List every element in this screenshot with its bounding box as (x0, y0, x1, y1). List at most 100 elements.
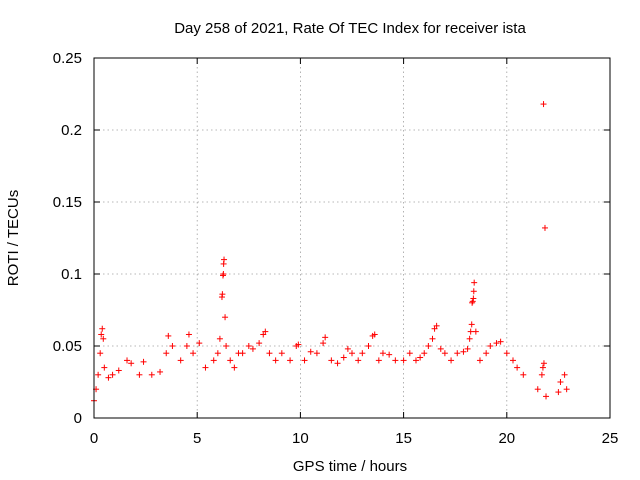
data-point (497, 338, 504, 345)
data-point (520, 371, 527, 378)
x-tick-label: 20 (498, 430, 515, 447)
data-point (454, 350, 461, 357)
data-point (417, 354, 424, 361)
data-point (165, 332, 172, 339)
data-point (214, 350, 221, 357)
data-point (109, 371, 116, 378)
data-point (470, 295, 477, 302)
data-point (249, 345, 256, 352)
data-point (460, 348, 467, 355)
data-point (471, 279, 478, 286)
data-point (313, 350, 320, 357)
data-point (340, 354, 347, 361)
data-points (91, 101, 570, 404)
data-point (163, 350, 170, 357)
data-point (334, 360, 341, 367)
data-point (543, 393, 550, 400)
data-point (421, 350, 428, 357)
data-point (136, 371, 143, 378)
data-point (105, 374, 112, 381)
data-point (220, 271, 227, 277)
data-point (412, 357, 419, 364)
data-point (97, 350, 104, 357)
data-point (272, 357, 279, 364)
data-point (476, 357, 483, 364)
data-point (375, 357, 382, 364)
data-point (101, 364, 108, 371)
data-point (219, 291, 226, 298)
data-point (503, 350, 510, 357)
data-point (483, 350, 490, 357)
chart-title: Day 258 of 2021, Rate Of TEC Index for r… (174, 20, 526, 37)
data-point (216, 335, 223, 342)
data-point (301, 357, 308, 364)
data-point (223, 343, 230, 349)
data-point (493, 340, 500, 347)
data-point (295, 341, 302, 348)
data-point (540, 360, 547, 367)
y-tick-label: 0.2 (61, 122, 82, 139)
data-point (429, 335, 436, 342)
data-point (227, 357, 234, 364)
data-point (509, 357, 516, 364)
data-point (555, 389, 562, 396)
data-point (541, 224, 548, 231)
data-point (534, 386, 541, 393)
data-point (472, 328, 479, 335)
y-tick-label: 0.25 (53, 50, 82, 67)
data-point (467, 328, 474, 335)
data-point (437, 345, 444, 352)
data-point (400, 357, 407, 364)
y-tick-label: 0.1 (61, 266, 82, 283)
data-point (392, 357, 399, 364)
data-point (464, 345, 471, 352)
data-point (441, 350, 448, 357)
x-tick-label: 0 (90, 430, 98, 447)
data-point (202, 364, 209, 371)
data-point (425, 343, 432, 349)
x-tick-label: 5 (193, 430, 201, 447)
data-point (124, 357, 131, 364)
data-point (563, 386, 570, 393)
data-point (359, 350, 366, 357)
data-point (365, 343, 372, 349)
data-point (406, 350, 413, 357)
data-point (328, 357, 335, 364)
x-tick-label: 15 (395, 430, 412, 447)
data-point (239, 350, 246, 357)
x-axis-title: GPS time / hours (293, 458, 407, 475)
data-point (262, 328, 269, 335)
y-tick-label: 0 (74, 410, 82, 427)
data-point (210, 357, 217, 364)
data-point (221, 256, 228, 263)
data-point (322, 334, 329, 341)
y-axis-ticks: 0 0.05 0.1 0.15 0.2 0.25 (53, 50, 610, 427)
data-point (386, 351, 393, 358)
data-point (183, 343, 190, 349)
data-point (344, 345, 351, 352)
data-point (468, 321, 475, 328)
y-axis-title: ROTI / TECUs (5, 190, 22, 286)
data-point (100, 335, 107, 342)
data-point (448, 357, 455, 364)
data-point (307, 348, 314, 355)
data-point (538, 371, 545, 378)
data-point (470, 288, 477, 295)
data-point (245, 343, 252, 349)
data-point (469, 299, 476, 306)
data-point (231, 364, 238, 371)
data-point (466, 335, 473, 342)
data-point (320, 340, 327, 347)
data-point (169, 343, 176, 349)
data-point (379, 350, 386, 357)
data-point (157, 368, 164, 375)
data-point (287, 357, 294, 364)
data-point (355, 357, 362, 364)
data-point (99, 325, 106, 332)
x-tick-label: 25 (602, 430, 619, 447)
grid-lines (94, 58, 610, 418)
data-point (196, 340, 203, 347)
data-point (222, 314, 229, 321)
y-tick-label: 0.05 (53, 338, 82, 355)
